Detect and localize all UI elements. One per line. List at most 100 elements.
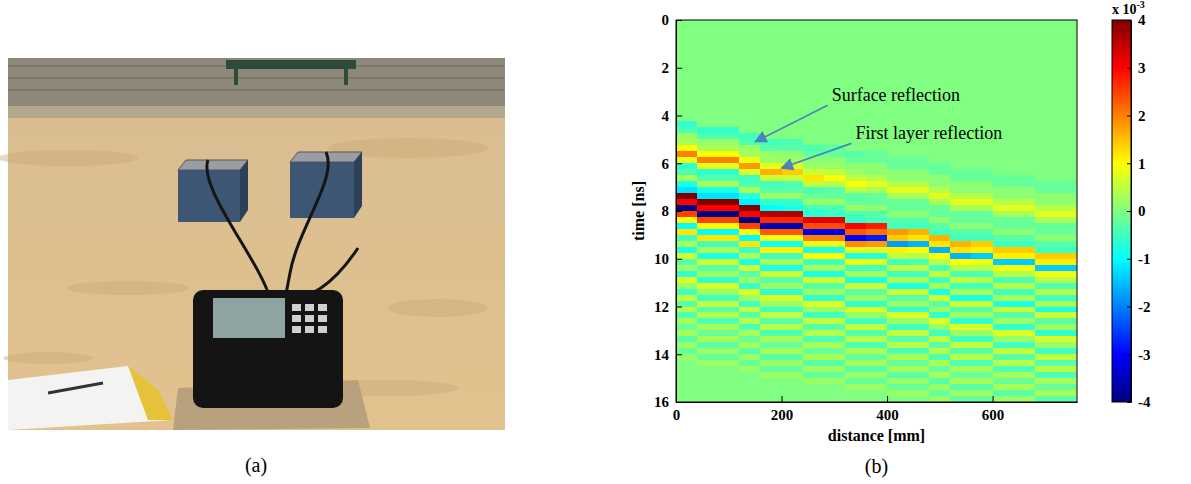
heatmap-cell [1014, 127, 1036, 134]
heatmap-cell [993, 378, 1015, 385]
heatmap-cell [866, 50, 888, 57]
colorbar-axis-tick-mark [1127, 307, 1131, 308]
heatmap-cell [676, 229, 698, 236]
heatmap-cell [908, 50, 930, 57]
heatmap-cell [887, 271, 909, 278]
heatmap-cell [1035, 312, 1057, 319]
heatmap-cell [1014, 390, 1036, 397]
y-axis-tick: 0 [662, 12, 683, 28]
heatmap-cell [824, 295, 846, 302]
heatmap-cell [866, 217, 888, 224]
heatmap-cell [887, 396, 909, 402]
heatmap-cell [676, 295, 698, 302]
heatmap-cell [866, 157, 888, 164]
heatmap-cell [760, 307, 782, 314]
heatmap-cell [718, 223, 740, 230]
heatmap-cell [971, 56, 993, 63]
heatmap-cell [866, 74, 888, 81]
colorbar-axis-tick-mark [1127, 259, 1131, 260]
panel-label: (b) [865, 455, 888, 478]
heatmap-cell [803, 217, 825, 224]
heatmap-cell [929, 187, 951, 194]
heatmap-cell [929, 390, 951, 397]
heatmap-cell [971, 92, 993, 99]
heatmap-cell [887, 241, 909, 248]
heatmap-cell [782, 378, 804, 385]
photo-analyzer-key [305, 315, 314, 322]
heatmap-cell [866, 211, 888, 218]
heatmap-cell [971, 271, 993, 278]
heatmap-cell [929, 50, 951, 57]
heatmap-cell [1035, 259, 1057, 266]
heatmap-cell [929, 259, 951, 266]
heatmap-cell [824, 163, 846, 170]
heatmap-cell [782, 342, 804, 349]
heatmap-cell [1014, 396, 1036, 402]
photo-panel [0, 58, 505, 430]
heatmap-cell [760, 354, 782, 361]
y-axis-tick-mark [676, 259, 682, 260]
heatmap-cell [845, 253, 867, 260]
heatmap-cell [803, 265, 825, 272]
colorbar-axis-tick: 3 [1127, 60, 1146, 76]
heatmap-cell [739, 50, 761, 57]
heatmap-cell [866, 336, 888, 343]
heatmap-cell [845, 271, 867, 278]
heatmap-cell [1056, 336, 1077, 343]
heatmap-cell [971, 360, 993, 367]
heatmap-cell [971, 62, 993, 69]
heatmap-cell [866, 56, 888, 63]
heatmap-cell [950, 289, 972, 296]
heatmap-cell [887, 384, 909, 391]
heatmap-cell [1035, 372, 1057, 379]
heatmap-cell [971, 68, 993, 75]
heatmap-cell [760, 20, 782, 27]
heatmap-cell [1056, 50, 1077, 57]
heatmap-cell [866, 116, 888, 123]
heatmap-cell [718, 38, 740, 45]
heatmap-cell [718, 259, 740, 266]
heatmap-cell [929, 62, 951, 69]
heatmap-cell [1014, 366, 1036, 373]
heatmap-cell [760, 366, 782, 373]
photo-analyzer-key [318, 315, 327, 322]
heatmap-cell [929, 283, 951, 290]
heatmap-cell [993, 205, 1015, 212]
colorbar-axis-tick-mark [1127, 68, 1131, 69]
heatmap-cell [887, 50, 909, 57]
heatmap-cell [739, 92, 761, 99]
colorbar-axis: -4-3-2-101234 [1127, 12, 1151, 410]
heatmap-cell [845, 396, 867, 402]
heatmap-cell [697, 241, 719, 248]
heatmap-cell [697, 139, 719, 146]
heatmap-cell [971, 241, 993, 248]
heatmap-cell [676, 384, 698, 391]
heatmap-cell [782, 50, 804, 57]
heatmap-cell [760, 104, 782, 111]
heatmap-cell [1056, 74, 1077, 81]
heatmap-cell [676, 139, 698, 146]
heatmap-cell [697, 342, 719, 349]
heatmap-cell [676, 289, 698, 296]
heatmap-cell [739, 145, 761, 152]
heatmap-cell [887, 342, 909, 349]
heatmap-cell [1056, 354, 1077, 361]
heatmap-cell [760, 80, 782, 87]
heatmap-cell [993, 259, 1015, 266]
heatmap-cell [1056, 342, 1077, 349]
heatmap-cell [1014, 378, 1036, 385]
heatmap-cell [676, 116, 698, 123]
heatmap-cell [908, 241, 930, 248]
heatmap-cell [1035, 20, 1057, 27]
heatmap-cell [845, 20, 867, 27]
heatmap-cell [929, 163, 951, 170]
heatmap-cell [908, 68, 930, 75]
heatmap-cell [908, 307, 930, 314]
heatmap-cell [971, 74, 993, 81]
heatmap-cell [697, 372, 719, 379]
heatmap-cell [760, 56, 782, 63]
y-axis-tick-label: 8 [662, 203, 670, 219]
y-axis-tick: 16 [654, 394, 682, 410]
heatmap-cell [782, 235, 804, 242]
heatmap-cell [739, 318, 761, 325]
